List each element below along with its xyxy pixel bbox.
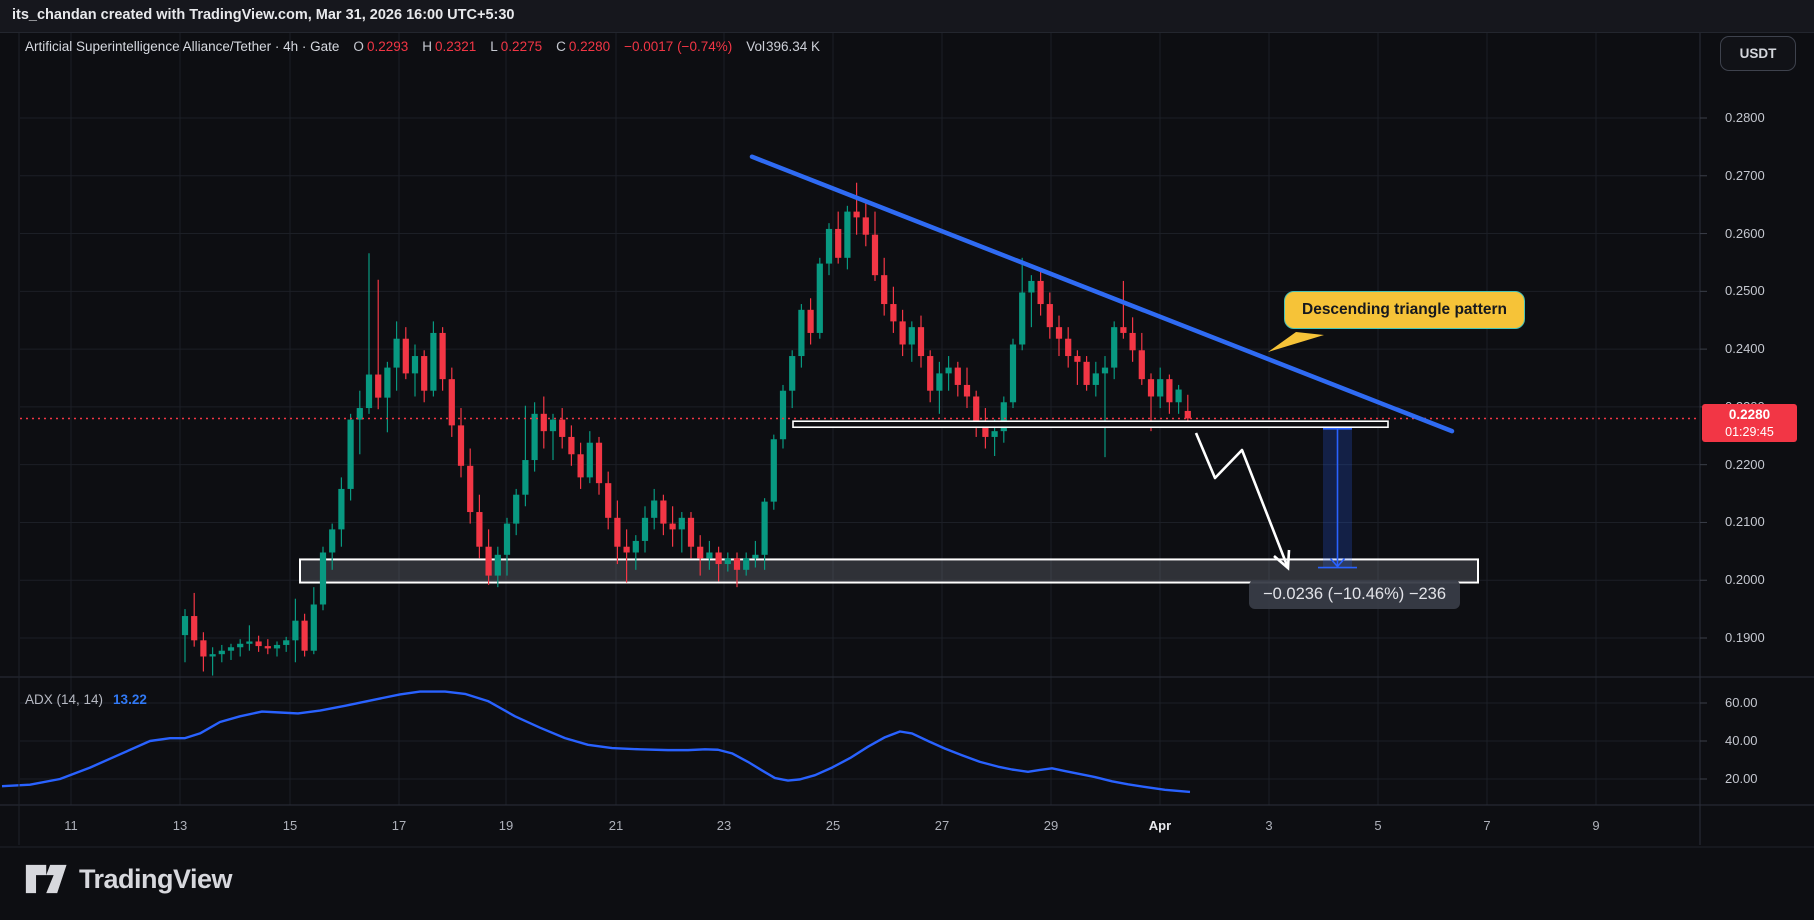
- time-axis-label: 5: [1374, 818, 1382, 833]
- tradingview-logo-text: TradingView: [79, 863, 233, 894]
- price-axis-label: 0.2600: [1725, 225, 1765, 241]
- adx-axis-label: 40.00: [1725, 733, 1758, 748]
- last-price-badge: 0.2280 01:29:45: [1702, 404, 1797, 442]
- callout-bubble[interactable]: Descending triangle pattern: [1284, 291, 1525, 329]
- currency-toggle-button[interactable]: USDT: [1720, 36, 1796, 71]
- adx-axis-label: 60.00: [1725, 695, 1758, 710]
- measure-result-label: −0.0236 (−10.46%) −236: [1249, 580, 1461, 609]
- price-axis-label: 0.2200: [1725, 456, 1765, 472]
- price-range-measure-box[interactable]: [1318, 428, 1357, 569]
- price-axis-label: 0.2700: [1725, 167, 1765, 183]
- high-label: H: [422, 39, 432, 54]
- time-axis-label: 29: [1043, 818, 1059, 833]
- volume-group: Vol 396.34 K: [746, 39, 820, 54]
- time-axis-label: 11: [64, 818, 78, 833]
- tradingview-logo[interactable]: TradingView: [24, 861, 233, 897]
- time-axis-label: Apr: [1148, 818, 1172, 833]
- open-label: O: [353, 39, 364, 54]
- time-axis-label: 25: [825, 818, 841, 833]
- high-value: 0.2321: [434, 39, 477, 54]
- price-axis-label: 0.2100: [1725, 514, 1765, 530]
- price-axis-label: 0.2500: [1725, 283, 1765, 299]
- tradingview-logo-icon: [25, 864, 67, 894]
- time-axis-label: 13: [172, 818, 188, 833]
- close-value: 0.2280: [568, 39, 611, 54]
- price-axis-label: 0.2000: [1725, 572, 1765, 588]
- time-axis-label: 27: [934, 818, 950, 833]
- volume-label: Vol: [746, 39, 766, 54]
- time-axis-label: 23: [716, 818, 732, 833]
- callout-tail: [1268, 332, 1324, 352]
- open-value: 0.2293: [366, 39, 409, 54]
- adx-legend[interactable]: ADX (14, 14) 13.22: [25, 692, 147, 707]
- bar-countdown: 01:29:45: [1725, 424, 1774, 439]
- time-axis-label: 19: [498, 818, 514, 833]
- adx-name: ADX (14, 14): [25, 692, 104, 707]
- ohlc-low: L 0.2275: [490, 39, 542, 54]
- ohlc-high: H 0.2321: [422, 39, 476, 54]
- time-axis-label: 15: [282, 818, 298, 833]
- ohlc-open: O 0.2293: [353, 39, 408, 54]
- low-label: L: [490, 39, 498, 54]
- breakdown-arrow[interactable]: [1194, 432, 1291, 571]
- attribution-text: its_chandan created with TradingView.com…: [12, 7, 515, 23]
- adx-indicator-line: [1, 690, 1191, 794]
- last-price-value: 0.2280: [1728, 407, 1771, 422]
- price-axis-label: 0.2800: [1725, 110, 1765, 125]
- adx-value: 13.22: [113, 692, 147, 707]
- time-axis-label: 9: [1592, 818, 1600, 833]
- adx-axis-label: 20.00: [1725, 771, 1758, 786]
- descending-trendline[interactable]: [749, 154, 1455, 434]
- change-value: −0.0017 (−0.74%): [624, 39, 733, 54]
- symbol-info-row[interactable]: Artificial Superintelligence Alliance/Te…: [25, 39, 820, 54]
- time-axis-label: 3: [1265, 818, 1273, 833]
- symbol-title[interactable]: Artificial Superintelligence Alliance/Te…: [25, 39, 340, 54]
- close-label: C: [556, 39, 566, 54]
- time-axis-label: 17: [391, 818, 407, 833]
- time-axis-label: 7: [1483, 818, 1491, 833]
- axis-borders: [0, 32, 1814, 848]
- support-line[interactable]: [792, 420, 1389, 429]
- price-axis-label: 0.1900: [1725, 630, 1765, 645]
- volume-value: 396.34 K: [766, 39, 821, 54]
- candles: [181, 182, 1191, 676]
- support-zone-rect[interactable]: [299, 558, 1479, 584]
- low-value: 0.2275: [500, 39, 543, 54]
- time-axis-label: 21: [608, 818, 624, 833]
- attribution-bar: its_chandan created with TradingView.com…: [0, 0, 1814, 33]
- price-axis-label: 0.2400: [1725, 341, 1765, 357]
- ohlc-close: C 0.2280: [556, 39, 610, 54]
